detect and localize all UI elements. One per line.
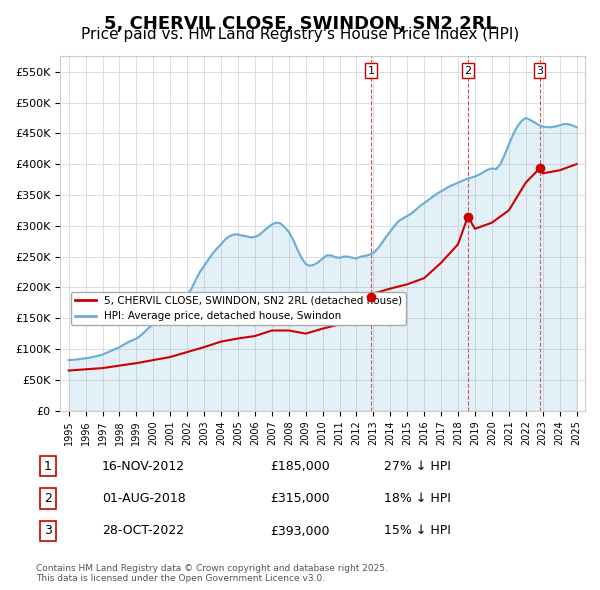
Text: £393,000: £393,000 <box>270 525 329 537</box>
Text: Price paid vs. HM Land Registry's House Price Index (HPI): Price paid vs. HM Land Registry's House … <box>81 27 519 41</box>
Legend: 5, CHERVIL CLOSE, SWINDON, SN2 2RL (detached house), HPI: Average price, detache: 5, CHERVIL CLOSE, SWINDON, SN2 2RL (deta… <box>71 292 406 325</box>
Text: £315,000: £315,000 <box>270 492 329 505</box>
Text: Contains HM Land Registry data © Crown copyright and database right 2025.
This d: Contains HM Land Registry data © Crown c… <box>36 563 388 583</box>
Text: 15% ↓ HPI: 15% ↓ HPI <box>384 525 451 537</box>
Text: 2: 2 <box>44 492 52 505</box>
Text: 3: 3 <box>44 525 52 537</box>
Text: £185,000: £185,000 <box>270 460 330 473</box>
Text: 28-OCT-2022: 28-OCT-2022 <box>102 525 184 537</box>
Text: 27% ↓ HPI: 27% ↓ HPI <box>384 460 451 473</box>
Text: 5, CHERVIL CLOSE, SWINDON, SN2 2RL: 5, CHERVIL CLOSE, SWINDON, SN2 2RL <box>104 15 496 33</box>
Text: 1: 1 <box>44 460 52 473</box>
Text: 3: 3 <box>536 65 543 76</box>
Text: 1: 1 <box>368 65 374 76</box>
Text: 2: 2 <box>464 65 472 76</box>
Text: 16-NOV-2012: 16-NOV-2012 <box>102 460 185 473</box>
Text: 01-AUG-2018: 01-AUG-2018 <box>102 492 186 505</box>
Text: 18% ↓ HPI: 18% ↓ HPI <box>384 492 451 505</box>
